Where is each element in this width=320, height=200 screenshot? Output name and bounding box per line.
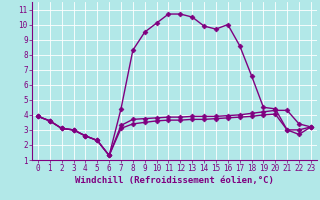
- X-axis label: Windchill (Refroidissement éolien,°C): Windchill (Refroidissement éolien,°C): [75, 176, 274, 185]
